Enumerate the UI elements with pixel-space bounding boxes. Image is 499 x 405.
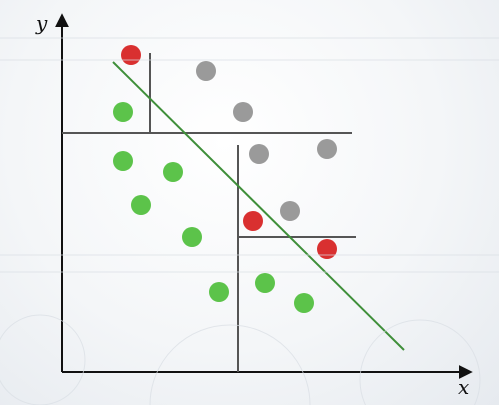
data-point-gray <box>249 144 269 164</box>
data-point-green <box>163 162 183 182</box>
data-point-green <box>255 273 275 293</box>
data-point-gray <box>317 139 337 159</box>
points-layer <box>113 45 337 313</box>
data-point-gray <box>233 102 253 122</box>
data-point-green <box>131 195 151 215</box>
data-point-red <box>317 239 337 259</box>
data-point-gray <box>280 201 300 221</box>
data-point-red <box>243 211 263 231</box>
data-point-green <box>113 102 133 122</box>
data-point-green <box>182 227 202 247</box>
data-point-gray <box>196 61 216 81</box>
data-point-green <box>113 151 133 171</box>
data-point-green <box>209 282 229 302</box>
linear-boundary-line <box>112 61 405 351</box>
x-axis-label: x <box>458 375 469 399</box>
data-point-green <box>294 293 314 313</box>
y-axis-label: y <box>35 11 48 35</box>
